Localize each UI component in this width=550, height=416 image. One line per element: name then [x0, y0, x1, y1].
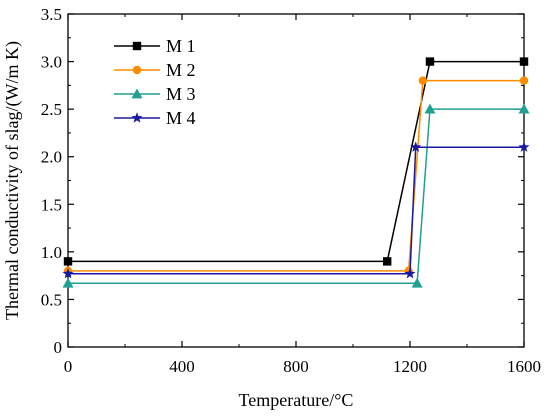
legend-marker-2: [132, 65, 142, 75]
y-tick-label: 1.0: [41, 243, 62, 262]
y-tick-label: 0: [54, 338, 63, 357]
data-point-series-3: [424, 103, 436, 114]
legend-label-1: M 1: [166, 36, 196, 56]
data-point-series-3: [411, 277, 423, 288]
y-tick-label: 0.5: [41, 290, 62, 309]
data-point-series-4: [404, 267, 416, 279]
y-tick-label: 3.0: [41, 53, 62, 72]
legend-label-3: M 3: [166, 84, 196, 104]
series-line-2: [68, 79, 524, 272]
data-point-series-3: [518, 103, 530, 114]
y-tick-label: 2.0: [41, 148, 62, 167]
data-point-series-1: [425, 57, 435, 66]
y-tick-label: 3.5: [41, 5, 62, 24]
data-point-series-4: [62, 267, 74, 279]
plot-area: 0 0.5 1.0 1.5 2.0 2.5 3.0 3.5 0 400 800 1200 1600 M 1…: [41, 5, 541, 376]
data-point-series-4: [410, 141, 422, 152]
series-line-4: [68, 146, 524, 275]
x-tick-label: 1600: [507, 357, 541, 376]
series-line-1: [68, 60, 524, 263]
x-tick-label: 400: [169, 357, 195, 376]
x-tick-label: 0: [64, 357, 73, 376]
data-point-series-3: [62, 277, 74, 288]
data-point-series-2: [519, 76, 529, 85]
x-tick-label: 800: [283, 357, 309, 376]
legend-label-4: M 4: [166, 108, 196, 128]
y-tick-label: 2.5: [41, 100, 62, 119]
data-point-series-1: [383, 257, 392, 266]
legend-marker-3: [131, 88, 143, 99]
x-tick-label: 1200: [393, 357, 427, 376]
y-tick-label: 1.5: [41, 195, 62, 214]
data-point-series-1: [63, 257, 73, 266]
legend-marker-1: [132, 41, 142, 51]
data-point-series-4: [518, 141, 530, 152]
plot-frame: [67, 13, 525, 348]
legend-marker-4: [131, 112, 143, 123]
data-point-series-2: [418, 76, 428, 85]
data-point-series-1: [519, 57, 529, 66]
y-axis-label: Thermal conductivity of slag/(W/m K): [2, 41, 23, 320]
series-line-3: [68, 108, 524, 284]
x-axis-label: Temperature/°C: [239, 390, 354, 410]
legend-label-2: M 2: [166, 60, 196, 80]
